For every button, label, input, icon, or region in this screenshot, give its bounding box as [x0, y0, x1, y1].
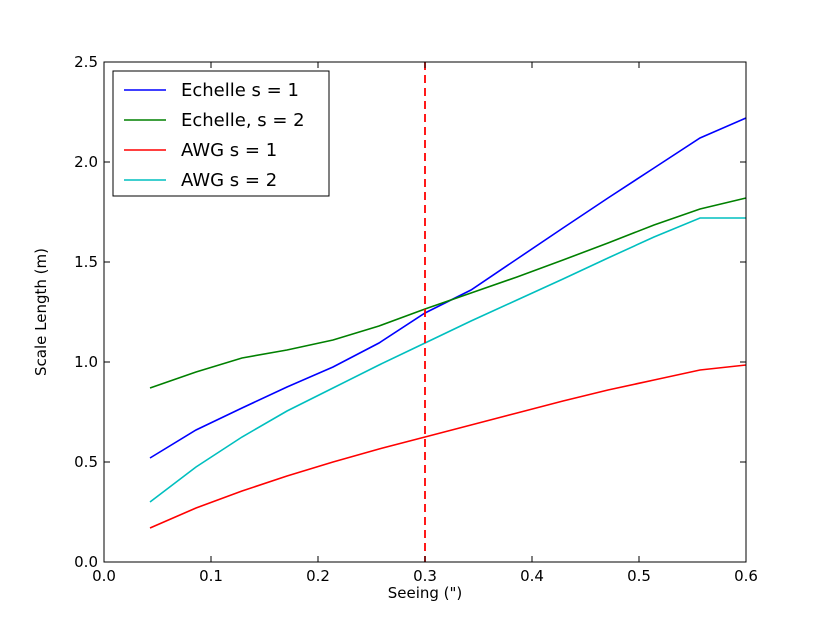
legend: Echelle s = 1 Echelle, s = 2 AWG s = 1 AWG … — [112, 70, 330, 197]
legend-label-1: Echelle s = 1 — [181, 80, 299, 101]
series-layer — [149, 117, 747, 529]
ticks-layer: 0.0 0.1 0.2 0.3 0.4 0.5 0.6 0.0 0.5 1.0 1.5 2.0 2.5 — [74, 53, 758, 585]
legend-label-2: Echelle, s = 2 — [181, 110, 305, 131]
y-tick-label: 2.0 — [74, 153, 98, 171]
x-tick-label: 0.3 — [413, 567, 437, 585]
y-axis-title: Scale Length (m) — [32, 248, 50, 376]
series-line-3 — [149, 364, 747, 529]
y-tick-label: 0.5 — [74, 453, 98, 471]
legend-label-4: AWG s = 2 — [181, 170, 277, 191]
x-tick-label: 0.4 — [520, 567, 544, 585]
x-axis-title: Seeing (") — [388, 584, 463, 602]
series-line-2 — [149, 197, 747, 389]
y-tick-label: 1.0 — [74, 353, 98, 371]
series-line-4 — [149, 217, 746, 503]
x-tick-label: 0.6 — [734, 567, 758, 585]
y-tick-label: 1.5 — [74, 253, 98, 271]
legend-box — [112, 70, 330, 197]
legend-label-3: AWG s = 1 — [181, 140, 277, 161]
y-tick-label: 2.5 — [74, 53, 98, 71]
x-tick-label: 0.1 — [199, 567, 223, 585]
x-tick-label: 0.2 — [306, 567, 330, 585]
x-tick-label: 0.0 — [92, 567, 116, 585]
y-tick-label: 0.0 — [74, 553, 98, 571]
x-tick-label: 0.5 — [627, 567, 651, 585]
